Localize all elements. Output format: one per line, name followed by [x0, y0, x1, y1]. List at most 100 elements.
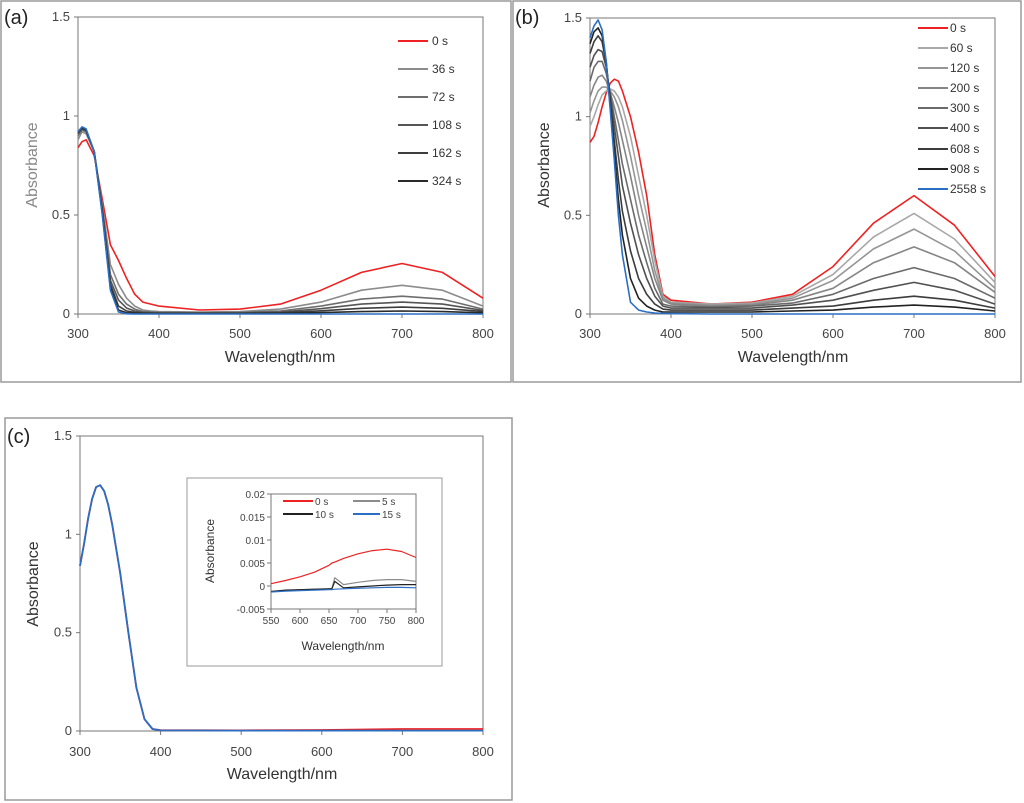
panel-inset-xtick-label: 550: [263, 616, 280, 627]
panel-a-series-unlabeled-6: [77, 126, 483, 315]
panel-c-xtick-label: 500: [230, 744, 252, 759]
panel-c-ytick-label: 0: [65, 723, 72, 738]
panel-inset-xtick-label: 750: [379, 616, 396, 627]
panel-c-xtick-label: 400: [150, 744, 172, 759]
legend-label: 10 s: [315, 510, 334, 521]
panel-a-xtick-label: 300: [67, 326, 89, 341]
legend-label: 72 s: [432, 90, 455, 104]
panel-c-xlabel: Wavelength/nm: [227, 766, 338, 783]
panel-c-plot-area: [79, 435, 484, 732]
panel-inset-ytick-label: 0.015: [240, 513, 265, 524]
legend-label: 2558 s: [950, 182, 986, 196]
panel-b-series-60s: [589, 88, 996, 305]
panel-b-series-0s: [589, 78, 996, 305]
legend-label: 162 s: [432, 146, 461, 160]
legend-label: 36 s: [432, 62, 455, 76]
panel-a-frame: [0, 0, 512, 383]
panel-b-xtick-label: 800: [984, 326, 1006, 341]
panel-a-xtick-label: 600: [310, 326, 332, 341]
panel-inset-xtick-label: 650: [321, 616, 338, 627]
panel-a-series-72s: [77, 129, 484, 314]
panel-b-frame: [512, 0, 1022, 383]
panel-a-series-324s: [77, 127, 484, 315]
panel-a-label: (a): [4, 7, 28, 29]
panel-b-series-200s: [589, 74, 996, 307]
panel-inset-ytick-label: 0.01: [246, 536, 266, 547]
panel-inset-ytick-label: 0.02: [246, 490, 266, 501]
panel-a-series-162s: [77, 127, 484, 315]
legend-label: 400 s: [950, 121, 979, 135]
panel-a-ytick-label: 1: [63, 108, 70, 123]
panel-a-series-36s: [77, 131, 484, 313]
panel-inset-series-10s: [270, 580, 416, 593]
panel-b-ytick-label: 1.5: [564, 10, 582, 25]
legend-label: 0 s: [315, 497, 328, 508]
panel-c-ylabel: Absorbance: [25, 541, 42, 626]
panel-b-xtick-label: 600: [822, 326, 844, 341]
legend-label: 60 s: [950, 41, 973, 55]
panel-b-plot-area: [589, 17, 996, 315]
panel-b-ylabel: Absorbance: [536, 122, 553, 207]
panel-a-ylabel: Absorbance: [24, 122, 41, 207]
legend-label: 120 s: [950, 61, 979, 75]
panel-b-xlabel: Wavelength/nm: [738, 349, 849, 366]
panel-a-ytick-label: 0.5: [52, 207, 70, 222]
legend-label: 324 s: [432, 174, 461, 188]
panel-a-xtick-label: 700: [391, 326, 413, 341]
panel-inset-ytick-label: 0: [259, 582, 265, 593]
panel-c-xtick-label: 300: [69, 744, 91, 759]
legend-label: 200 s: [950, 81, 979, 95]
legend-label: 908 s: [950, 162, 979, 176]
panel-c-ytick-label: 1.5: [54, 428, 72, 443]
panel-b-xtick-label: 400: [660, 326, 682, 341]
legend-label: 0 s: [950, 21, 966, 35]
panel-a-plot-area: [77, 16, 484, 315]
panel-c-series-unlabeled-0: [79, 484, 483, 732]
panel-c-ytick-label: 0.5: [54, 625, 72, 640]
panel-b-series-2558s: [589, 19, 995, 315]
panel-b-series-120s: [589, 86, 996, 306]
panel-inset-series-15s: [270, 586, 417, 593]
panel-c-label: (c): [7, 426, 30, 448]
panel-b-ytick-label: 0.5: [564, 207, 582, 222]
panel-b-series-400s: [589, 48, 996, 309]
panel-a-series-108s: [77, 128, 484, 315]
panel-b-ytick-label: 0: [575, 306, 582, 321]
legend-label: 300 s: [950, 101, 979, 115]
legend-label: 0 s: [432, 34, 448, 48]
panel-inset-ytick-label: 0.005: [240, 559, 265, 570]
panel-a-series-0s: [77, 139, 484, 311]
panel-b-xtick-label: 500: [741, 326, 763, 341]
panel-b-label: (b): [515, 7, 539, 29]
panel-b-series-608s: [589, 34, 996, 311]
panel-c-xtick-label: 800: [472, 744, 494, 759]
legend-label: 608 s: [950, 142, 979, 156]
panel-a-xtick-label: 500: [229, 326, 251, 341]
panel-c-xtick-label: 700: [392, 744, 414, 759]
panel-b-xtick-label: 700: [903, 326, 925, 341]
panel-a-ytick-label: 1.5: [52, 9, 70, 24]
panel-inset-ytick-label: -0.005: [237, 605, 266, 616]
panel-inset-xtick-label: 700: [350, 616, 367, 627]
panel-a-ytick-label: 0: [63, 306, 70, 321]
panel-inset-series-0s: [270, 548, 417, 585]
inset-ylabel: Absorbance: [203, 519, 217, 583]
panel-inset-plot-area: [270, 493, 417, 610]
panel-a-xtick-label: 400: [148, 326, 170, 341]
panel-b-ytick-label: 1: [575, 109, 582, 124]
panel-b-xtick-label: 300: [579, 326, 601, 341]
panel-c-xtick-label: 600: [311, 744, 333, 759]
panel-a-xtick-label: 800: [472, 326, 494, 341]
legend-label: 5 s: [382, 497, 395, 508]
panel-c-series-unlabeled-1: [79, 484, 483, 732]
inset-frame: [186, 477, 443, 667]
panel-inset-xtick-label: 800: [408, 616, 425, 627]
panel-inset-xtick-label: 600: [292, 616, 309, 627]
panel-c-frame: [4, 417, 513, 801]
legend-label: 15 s: [382, 510, 401, 521]
panel-b-series-300s: [589, 60, 996, 308]
legend-label: 108 s: [432, 118, 461, 132]
panel-c-ytick-label: 1: [65, 526, 72, 541]
inset-xlabel: Wavelength/nm: [302, 639, 385, 653]
